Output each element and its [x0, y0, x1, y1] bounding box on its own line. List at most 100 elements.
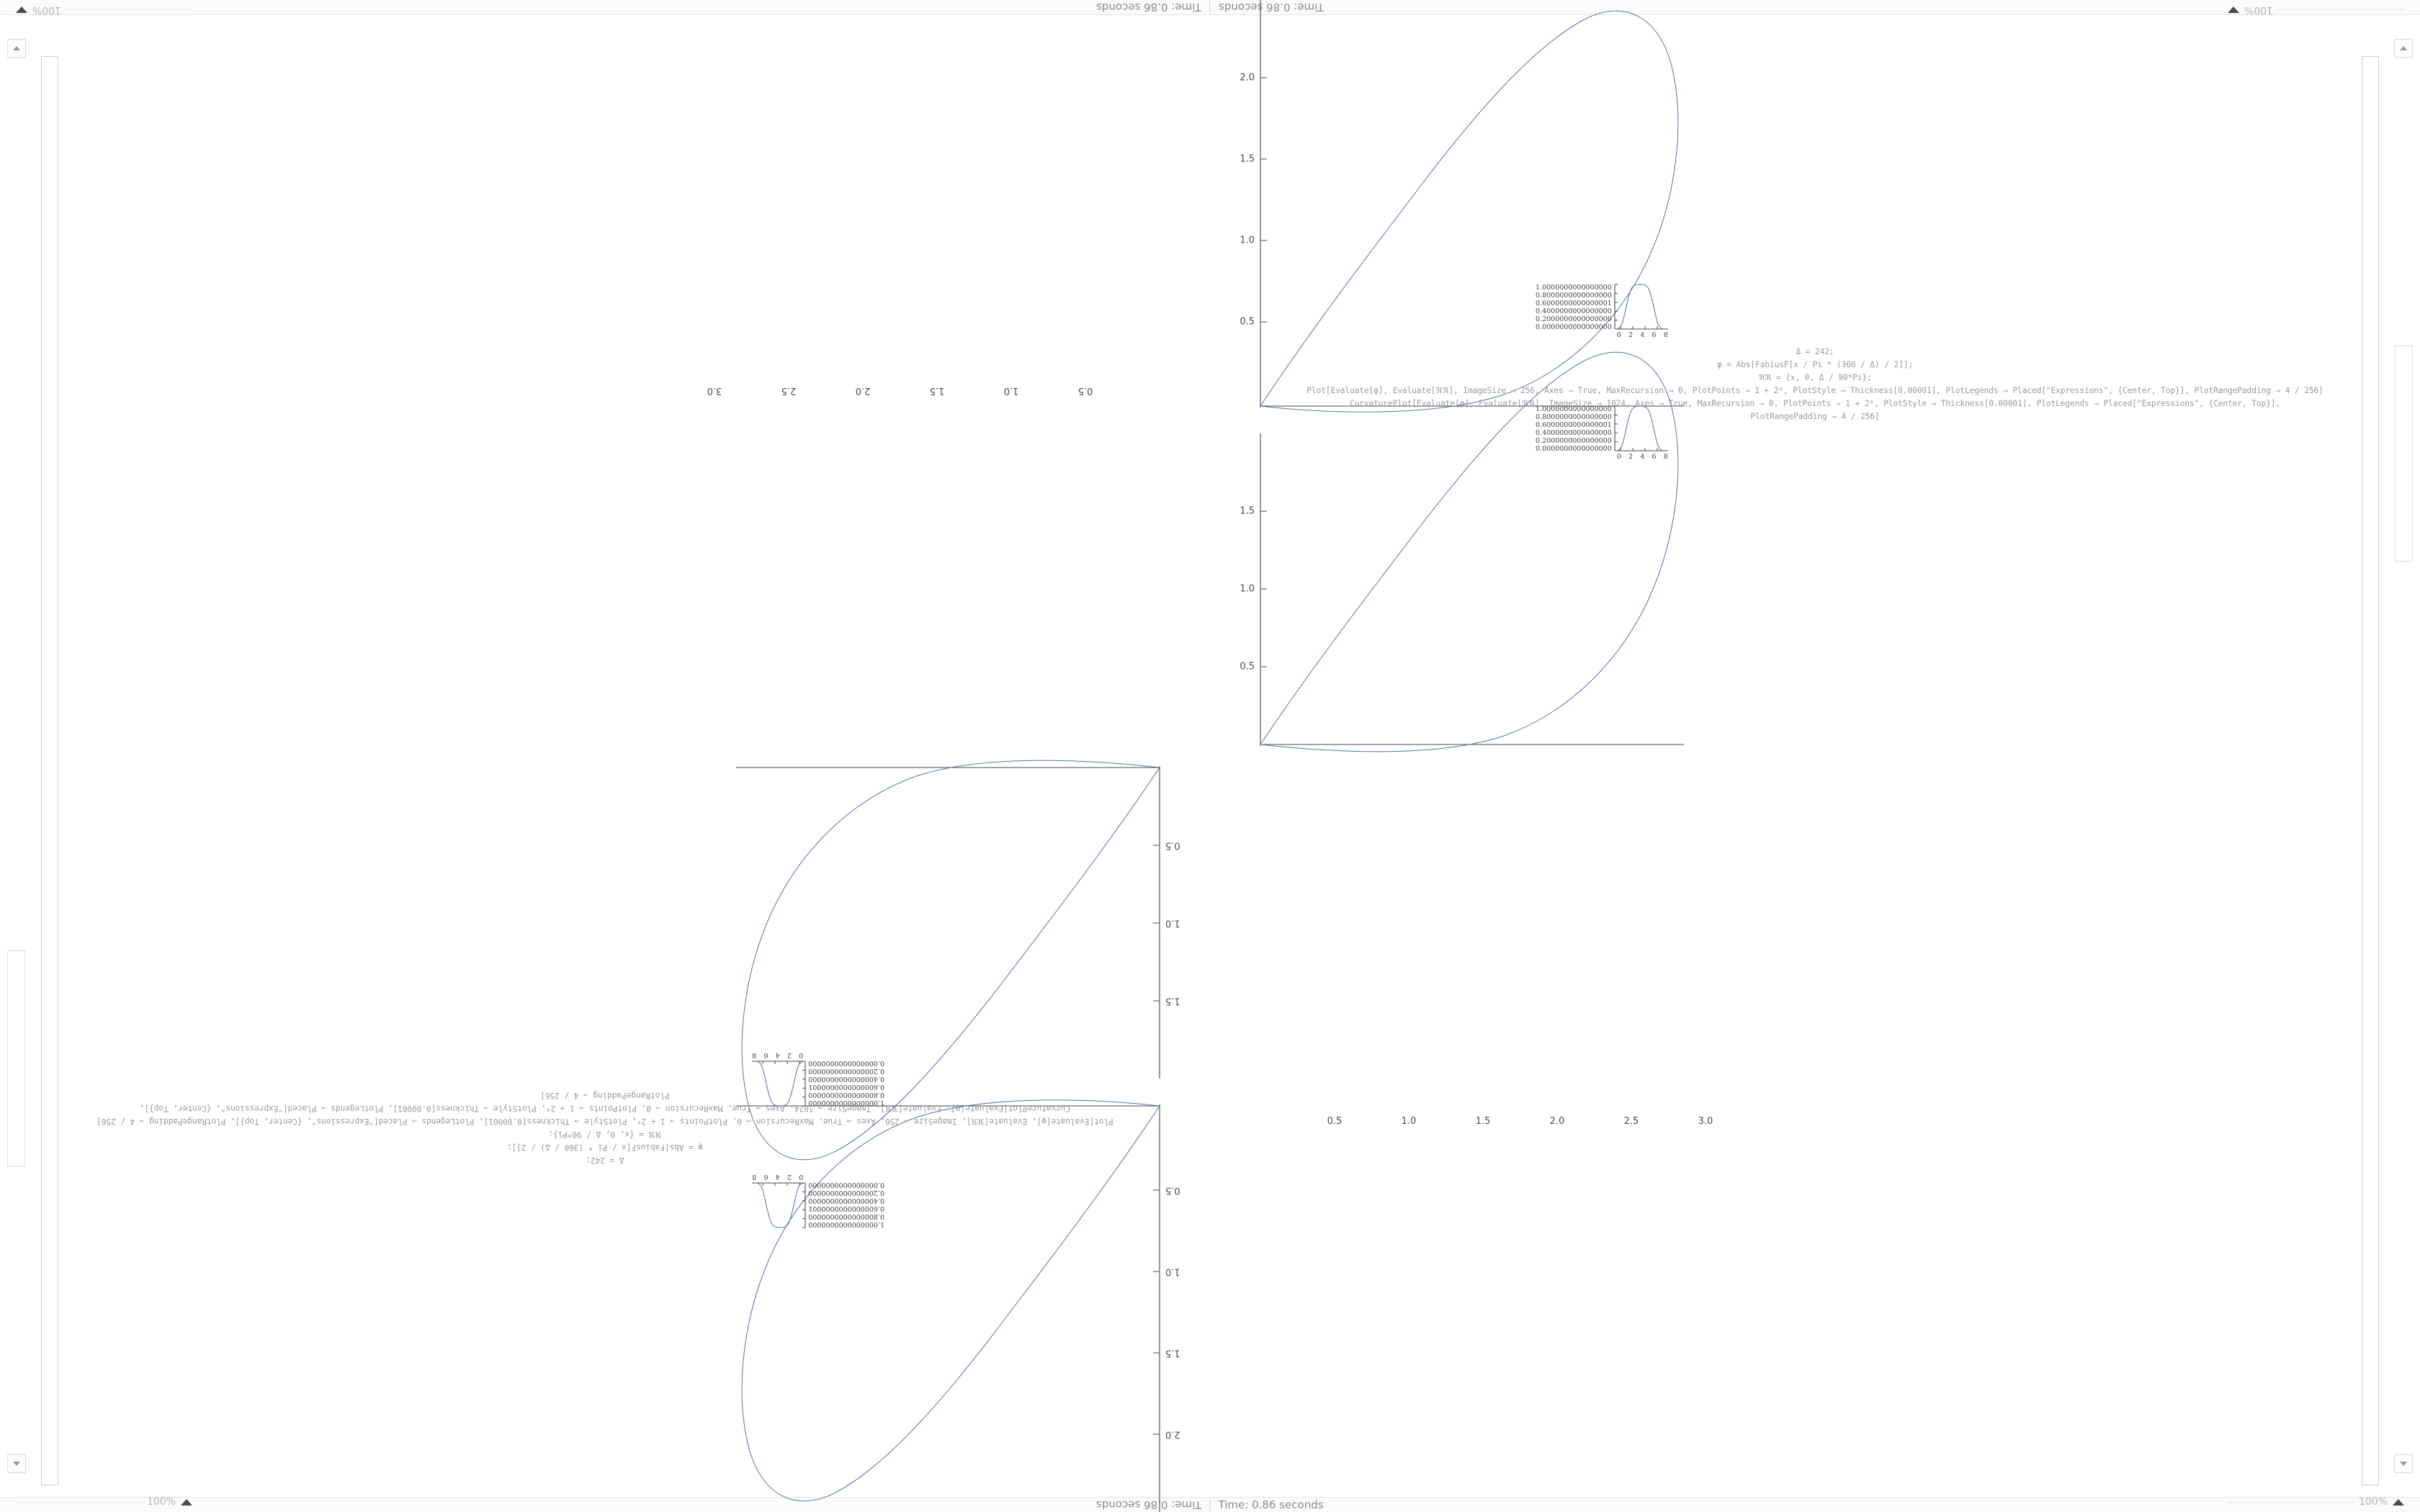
scroll-up-button-right[interactable]: [2394, 39, 2413, 58]
code-input-cell[interactable]: Δ = 242; φ = Abs[FabiusF[x / Pi * (360 /…: [0, 1089, 1210, 1166]
y-axis-tick-label: 0.5: [1240, 661, 1255, 672]
notebook-page: 2.0 1.5 1.0 0.5 1.0000000000000000 0.800…: [1210, 0, 2420, 1512]
code-line[interactable]: Δ = 242;: [586, 1156, 624, 1165]
y-axis-tick-label: 1.0: [1165, 1266, 1180, 1277]
y-axis-tick-label: 1.0000000000000000: [1536, 284, 1612, 292]
y-axis-tick-label: 1.5: [1165, 995, 1180, 1007]
y-axis-tick-label: 0.2000000000000000: [808, 1188, 884, 1197]
x-axis-tick-label: 0: [799, 1173, 804, 1181]
x-axis-tick-label: 2.5: [781, 385, 797, 396]
x-axis-tick-label: 6: [763, 1173, 768, 1181]
x-axis-tick-label: 8: [752, 1173, 757, 1181]
x-axis-tick-label: 0: [1616, 453, 1621, 461]
caret-up-icon: [2400, 46, 2407, 50]
scroll-down-button-right[interactable]: [2394, 1454, 2413, 1473]
x-axis-tick-label: 2: [1628, 453, 1634, 461]
status-text-bottom: Time: 0.86 seconds: [1218, 1498, 1324, 1511]
y-axis-tick-label: 0.8000000000000000: [808, 1090, 884, 1099]
x-axis-tick-labels: 0 2 4 6 8: [1612, 453, 1668, 461]
code-input-cell[interactable]: Δ = 242; φ = Abs[FabiusF[x / Pi * (360 /…: [1210, 346, 2420, 423]
x-axis-tick-labels: 0 2 4 6 8: [752, 1173, 808, 1181]
code-line[interactable]: PlotRangePadding → 4 / 256]: [1750, 412, 1880, 421]
zoom-indicator-bottom-left[interactable]: 100%: [16, 1496, 193, 1508]
code-line[interactable]: ℜℜ = {x, 0, Δ / 90*Pi};: [548, 1130, 662, 1139]
y-axis-tick-label: 1.0000000000000000: [808, 1220, 884, 1228]
cell-bracket-rail-outer-right[interactable]: [2378, 56, 2379, 1485]
fabius-plot-output-upper[interactable]: 1.0000000000000000 0.8000000000000000 0.…: [1536, 283, 1668, 339]
x-axis-tick-label: 0.5: [1327, 1116, 1343, 1127]
chevron-up-icon[interactable]: [181, 1498, 193, 1506]
plot-frame: 0 2 4 6 8: [1612, 405, 1668, 461]
curvature-plot-output-lower[interactable]: 1.5 1.0 0.5 0.5 1.0 1.5 2.0 2.5 3.0: [1223, 351, 1713, 1161]
notebook-page-mirrored: 2.0 1.5 1.0 0.5 1.0000000000000000 0.800…: [0, 351, 1210, 1512]
code-line[interactable]: φ = Abs[FabiusF[x / Pi * (360 / Δ) / 2]]…: [506, 1143, 704, 1152]
x-axis-tick-label: 8: [1663, 453, 1668, 461]
x-axis-tick-label: 2.0: [855, 385, 871, 396]
x-axis-tick-label: 6: [1652, 331, 1657, 339]
chevron-up-icon[interactable]: [2393, 1498, 2404, 1506]
code-line[interactable]: Plot[Evaluate[φ], Evaluate[ℜℜ], ImageSiz…: [97, 1117, 1113, 1126]
fabius-plot-output-lower[interactable]: 1.0000000000000000 0.8000000000000000 0.…: [1536, 405, 1668, 461]
y-axis-tick-label: 0.6000000000000001: [808, 1082, 884, 1091]
curvature-plot-output-lower[interactable]: 1.5 1.0 0.5 0.5 1.0 1.5 2.0 2.5 3.0: [707, 351, 1197, 1161]
y-axis-tick-label: 1.0: [1240, 583, 1255, 595]
status-bar-top: Time: 0.86 seconds | Time: 0.86 seconds: [0, 0, 2420, 15]
x-axis-tick-label: 3.0: [707, 385, 722, 396]
cell-bracket-cap-top-left: [41, 56, 58, 57]
x-axis-tick-label: 2.0: [1549, 1116, 1565, 1127]
y-axis-tick-label: 0.4000000000000000: [1536, 429, 1612, 438]
zoom-level-label: 100%: [2358, 1496, 2388, 1508]
y-axis-tick-label: 0.0000000000000000: [808, 1180, 884, 1189]
y-axis-tick-label: 1.0: [1240, 235, 1255, 246]
y-axis-tick-label: 1.0000000000000000: [1536, 405, 1612, 413]
code-line[interactable]: Plot[Evaluate[φ], Evaluate[ℜℜ], ImageSiz…: [1307, 386, 2323, 395]
y-axis-tick-label: 0.4000000000000000: [808, 1196, 884, 1205]
x-axis-tick-label: 1.5: [929, 385, 945, 396]
zoom-indicator-bottom-right[interactable]: 100%: [2227, 1496, 2404, 1508]
x-axis-tick-label: 4: [1640, 331, 1645, 339]
code-line[interactable]: CurvaturePlot[Evaluate[φ], Evaluate[ℜℜ],…: [1349, 399, 2281, 408]
plot-frame: 0 2 4 6 8: [1612, 283, 1668, 339]
y-axis-tick-label: 2.0: [1165, 1428, 1180, 1440]
code-line[interactable]: PlotRangePadding → 4 / 256]: [540, 1091, 670, 1100]
curvature-plot-output-upper[interactable]: 2.0 1.5 1.0 0.5: [1223, 0, 1684, 413]
cell-bracket-rail-outer-left[interactable]: [41, 56, 42, 1485]
scroll-thumb-left[interactable]: [7, 950, 25, 1166]
scroll-thumb-right[interactable]: [2395, 346, 2413, 562]
y-axis-tick-label: 1.5: [1165, 1347, 1180, 1359]
code-line[interactable]: φ = Abs[FabiusF[x / Pi * (360 / Δ) / 2]]…: [1716, 360, 1914, 369]
y-axis-tick-label: 0.5: [1240, 316, 1255, 328]
code-line[interactable]: Δ = 242;: [1796, 347, 1834, 356]
code-line[interactable]: ℜℜ = {x, 0, Δ / 90*Pi};: [1758, 373, 1872, 382]
plot-frame: 0 2 4 6 8: [752, 1173, 808, 1229]
y-axis-tick-label: 0.6000000000000001: [1536, 300, 1612, 308]
code-line[interactable]: CurvaturePlot[Evaluate[φ], Evaluate[ℜℜ],…: [139, 1104, 1071, 1113]
plot-legend-y-labels: 1.0000000000000000 0.8000000000000000 0.…: [1536, 405, 1612, 454]
fabius-plot-output-upper[interactable]: 1.0000000000000000 0.8000000000000000 0.…: [752, 1173, 884, 1229]
caret-up-icon: [13, 46, 20, 50]
x-axis-tick-label: 3.0: [1698, 1116, 1713, 1127]
scroll-down-button-left[interactable]: [7, 1454, 26, 1473]
y-axis-tick-label: 0.0000000000000000: [1536, 445, 1612, 454]
x-axis-tick-label: 1.5: [1475, 1116, 1491, 1127]
caret-down-icon: [2400, 1462, 2407, 1466]
y-axis-tick-label: 0.6000000000000001: [808, 1204, 884, 1212]
y-axis-tick-label: 1.0000000000000000: [808, 1099, 884, 1107]
x-axis-tick-label: 4: [1640, 453, 1645, 461]
plot-legend-y-labels: 1.0000000000000000 0.8000000000000000 0.…: [1536, 283, 1612, 332]
y-axis-tick-label: 0.4000000000000000: [1536, 307, 1612, 316]
x-axis-tick-label: 0: [1616, 331, 1621, 339]
x-axis-tick-label: 6: [1652, 453, 1657, 461]
y-axis-tick-label: 1.5: [1240, 153, 1255, 165]
y-axis-tick-label: 0.2000000000000000: [1536, 315, 1612, 324]
x-axis-tick-label: 1.0: [1401, 1116, 1417, 1127]
y-axis-tick-label: 0.0000000000000000: [1536, 323, 1612, 332]
y-axis-tick-label: 0.8000000000000000: [1536, 413, 1612, 422]
curvature-plot-output-upper[interactable]: 2.0 1.5 1.0 0.5: [736, 1099, 1197, 1512]
fabius-plot-output-lower[interactable]: 1.0000000000000000 0.8000000000000000 0.…: [752, 1051, 884, 1107]
divider: [16, 1501, 142, 1503]
x-axis-tick-label: 1.0: [1003, 385, 1019, 396]
zoom-level-label: 100%: [147, 1496, 176, 1508]
scroll-up-button-left[interactable]: [7, 39, 26, 58]
